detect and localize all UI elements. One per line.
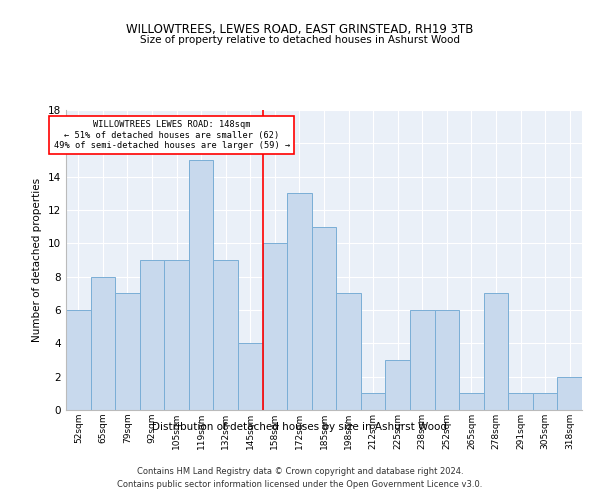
Text: Distribution of detached houses by size in Ashurst Wood: Distribution of detached houses by size …	[152, 422, 448, 432]
Bar	[189, 160, 214, 410]
Text: WILLOWTREES LEWES ROAD: 148sqm
← 51% of detached houses are smaller (62)
49% of : WILLOWTREES LEWES ROAD: 148sqm ← 51% of …	[53, 120, 290, 150]
Text: Contains public sector information licensed under the Open Government Licence v3: Contains public sector information licen…	[118, 480, 482, 489]
Bar	[312, 226, 336, 410]
Bar	[336, 294, 361, 410]
Text: Contains HM Land Registry data © Crown copyright and database right 2024.: Contains HM Land Registry data © Crown c…	[137, 468, 463, 476]
Bar	[385, 360, 410, 410]
Bar	[533, 394, 557, 410]
Text: WILLOWTREES, LEWES ROAD, EAST GRINSTEAD, RH19 3TB: WILLOWTREES, LEWES ROAD, EAST GRINSTEAD,…	[127, 22, 473, 36]
Bar	[263, 244, 287, 410]
Bar	[508, 394, 533, 410]
Bar	[410, 310, 434, 410]
Bar	[91, 276, 115, 410]
Bar	[66, 310, 91, 410]
Bar	[287, 194, 312, 410]
Bar	[214, 260, 238, 410]
Bar	[459, 394, 484, 410]
Bar	[484, 294, 508, 410]
Bar	[238, 344, 263, 410]
Y-axis label: Number of detached properties: Number of detached properties	[32, 178, 43, 342]
Bar	[164, 260, 189, 410]
Bar	[115, 294, 140, 410]
Bar	[361, 394, 385, 410]
Bar	[140, 260, 164, 410]
Bar	[434, 310, 459, 410]
Bar	[557, 376, 582, 410]
Text: Size of property relative to detached houses in Ashurst Wood: Size of property relative to detached ho…	[140, 35, 460, 45]
